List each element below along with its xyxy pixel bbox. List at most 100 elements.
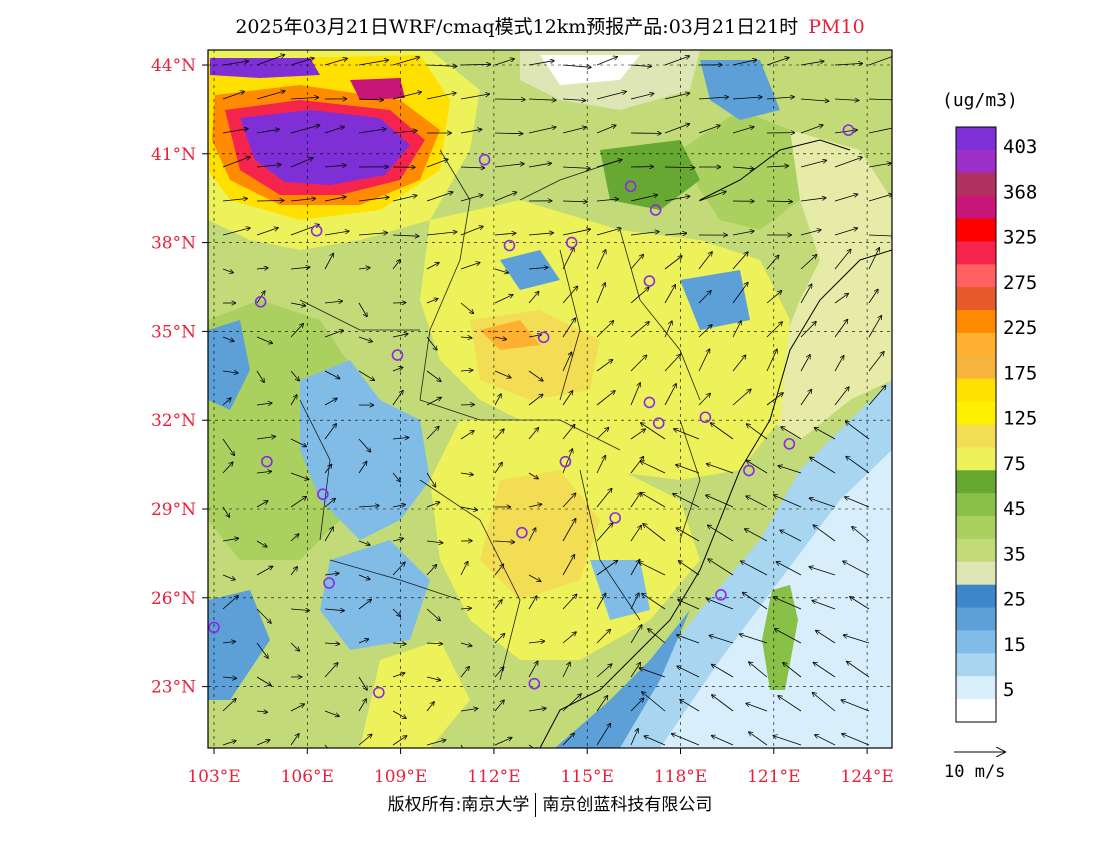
legend-swatch	[956, 127, 996, 151]
wind-arrow	[324, 254, 333, 270]
wind-arrow	[222, 157, 250, 168]
city-marker	[254, 295, 267, 308]
wind-arrow	[562, 167, 590, 168]
wind-arrow	[222, 92, 244, 100]
wind-arrow	[596, 160, 622, 168]
wind-arrow	[834, 294, 848, 304]
lon-tick-label: 112°E	[467, 767, 520, 787]
legend-swatch	[956, 561, 996, 586]
wind-arrow	[494, 268, 508, 273]
city-marker	[715, 589, 727, 601]
legend-swatch	[956, 607, 996, 631]
wind-arrow	[290, 472, 309, 480]
wind-arrow	[460, 709, 478, 712]
legend-swatch	[956, 241, 996, 265]
wind-arrow	[256, 711, 267, 712]
wind-arrow	[781, 427, 802, 440]
wind-arrow	[426, 398, 441, 406]
city-marker	[310, 224, 323, 237]
wind-arrow	[256, 228, 278, 236]
wind-arrow	[222, 336, 234, 341]
wind-arrow	[712, 695, 734, 712]
city-marker	[842, 124, 855, 136]
wind-arrow	[596, 321, 613, 338]
legend-label: 15	[1003, 634, 1026, 656]
wind-arrow	[664, 384, 676, 406]
wind-arrow	[766, 97, 794, 99]
city-marker	[208, 621, 220, 634]
lon-tick-label: 118°E	[654, 767, 707, 787]
wind-arrow	[664, 167, 695, 168]
wind-arrow	[426, 299, 438, 304]
wind-arrow	[800, 390, 811, 406]
wind-arrow	[642, 594, 666, 610]
wind-arrow	[290, 609, 309, 611]
lat-tick-label: 38°N	[151, 234, 196, 254]
wind-arrow	[773, 736, 802, 746]
wind-arrow	[562, 65, 591, 67]
wind-arrow	[426, 565, 436, 576]
wind-arrow	[290, 395, 297, 406]
wind-arrow	[677, 666, 700, 678]
wind-arrow	[494, 99, 525, 100]
wind-arrow	[868, 163, 891, 168]
legend-border	[955, 126, 997, 723]
wind-arrow	[460, 562, 468, 576]
wind-arrow	[678, 600, 700, 610]
wind-arrow	[222, 438, 234, 455]
longitude-labels: 103°E 106°E 109°E 112°E 115°E 118°E 121°E 124°E	[187, 748, 894, 787]
wind-arrow	[774, 597, 802, 610]
wind-arrow	[290, 734, 299, 746]
wind-arrow	[630, 255, 643, 270]
wind-arrow	[528, 233, 553, 235]
concentration-field	[208, 50, 892, 748]
lat-tick-label: 29°N	[151, 500, 196, 520]
wind-arrow	[732, 231, 754, 236]
wind-arrow	[358, 734, 372, 746]
wind-arrow	[596, 391, 615, 406]
wind-arrow	[747, 424, 768, 440]
wind-arrow	[358, 233, 387, 235]
wind-arrow	[673, 494, 700, 508]
wind-arrow	[392, 196, 417, 202]
city-marker	[699, 411, 712, 424]
wind-arrow	[846, 422, 870, 440]
lat-tick-label: 23°N	[151, 678, 196, 698]
wind-arrow	[324, 643, 339, 644]
wind-arrow	[324, 165, 346, 167]
wind-arrow	[460, 667, 469, 678]
company-text: 南京创蓝科技有限公司	[542, 795, 713, 815]
wind-arrow	[800, 125, 823, 134]
wind-arrow	[664, 196, 690, 202]
wind-arrow	[562, 318, 575, 338]
wind-arrow	[426, 263, 439, 270]
wind-arrow	[256, 129, 279, 134]
legend-swatch	[956, 195, 996, 220]
wind-arrow	[630, 232, 659, 236]
wind-arrow	[630, 663, 640, 678]
wind-arrow	[641, 493, 666, 508]
wind-arrow	[746, 703, 768, 712]
wind-arrow	[426, 740, 446, 746]
wind-arrow	[868, 248, 879, 270]
wind-arrow	[777, 562, 802, 576]
legend-label: 275	[1003, 272, 1037, 294]
wind-arrow	[426, 192, 453, 202]
wind-arrow	[290, 198, 315, 202]
wind-arrow	[358, 462, 367, 474]
wind-arrow	[834, 228, 857, 236]
wind-arrow	[562, 632, 576, 644]
wind-arrow	[664, 93, 689, 100]
city-marker	[391, 349, 404, 361]
wind-arrow	[562, 555, 574, 576]
wind-arrow	[528, 127, 556, 134]
wind-arrow	[392, 391, 403, 406]
wind-arrow	[528, 163, 551, 168]
wind-arrow	[290, 97, 318, 99]
wind-arrow	[426, 93, 456, 100]
wind-arrow	[698, 192, 726, 202]
wind-arrow	[426, 472, 436, 487]
wind-arrow	[800, 255, 817, 270]
wind-arrow	[460, 64, 490, 65]
wind-arrow	[324, 197, 346, 202]
